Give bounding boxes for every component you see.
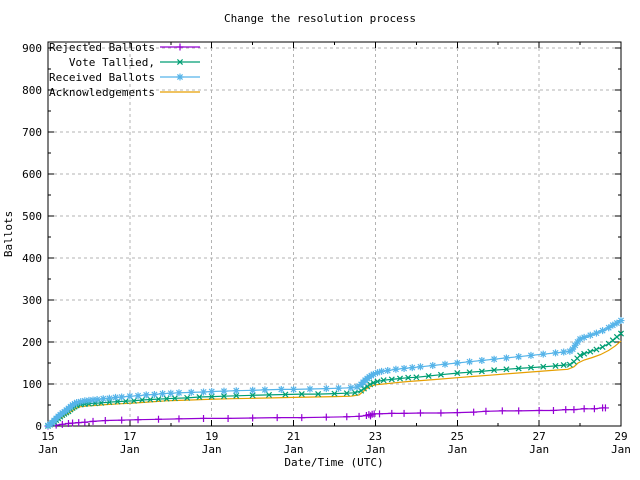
- x-tick-month-label: Jan: [529, 443, 549, 456]
- legend-sample-marker: [176, 73, 184, 81]
- plot-border: [47, 41, 622, 427]
- axis-ticks: [47, 42, 622, 427]
- series-markers-received-ballots: [44, 317, 625, 430]
- x-tick-day-label: 17: [123, 430, 136, 443]
- y-tick-label: 400: [22, 252, 42, 265]
- y-tick-label: 200: [22, 336, 42, 349]
- x-tick-month-label: Jan: [447, 443, 467, 456]
- x-tick-month-label: Jan: [38, 443, 58, 456]
- chart-title: Change the resolution process: [224, 12, 416, 25]
- series-acknowledgements: [47, 340, 622, 427]
- series-line-acknowledgements: [47, 340, 622, 427]
- legend-sample-marker: [176, 43, 184, 51]
- y-tick-label: 600: [22, 168, 42, 181]
- x-tick-month-label: Jan: [611, 443, 631, 456]
- legend-label: Vote Tallied,: [69, 56, 155, 69]
- legend-label: Acknowledgements: [49, 86, 155, 99]
- legend: Rejected Ballots Vote Tallied, Received Ba…: [49, 41, 200, 99]
- legend-label: Received Ballots: [49, 71, 155, 84]
- series-vote-tallied: [44, 330, 625, 430]
- x-axis-label: Date/Time (UTC): [284, 456, 383, 469]
- y-axis-label: Ballots: [2, 211, 15, 257]
- x-tick-day-label: 29: [614, 430, 627, 443]
- x-tick-month-label: Jan: [202, 443, 222, 456]
- series-line-vote-tallied: [47, 333, 622, 427]
- legend-label: Rejected Ballots: [49, 41, 155, 54]
- y-tick-label: 0: [35, 420, 42, 433]
- y-tick-label: 100: [22, 378, 42, 391]
- y-tick-label: 700: [22, 126, 42, 139]
- x-tick-day-label: 21: [287, 430, 300, 443]
- x-tick-month-label: Jan: [120, 443, 140, 456]
- y-tick-label: 500: [22, 210, 42, 223]
- grid: [48, 42, 621, 426]
- y-tick-label: 300: [22, 294, 42, 307]
- x-tick-day-label: 27: [533, 430, 546, 443]
- x-tick-day-label: 25: [451, 430, 464, 443]
- legend-sample-marker: [176, 58, 184, 66]
- tick-labels: 010020030040050060070080090015Jan17Jan19…: [22, 42, 631, 456]
- y-tick-label: 800: [22, 84, 42, 97]
- x-tick-month-label: Jan: [284, 443, 304, 456]
- x-tick-day-label: 23: [369, 430, 382, 443]
- series-markers-vote-tallied: [44, 330, 625, 430]
- series-line-received-ballots: [47, 319, 622, 427]
- x-tick-day-label: 19: [205, 430, 218, 443]
- series-received-ballots: [44, 317, 625, 430]
- x-tick-month-label: Jan: [365, 443, 385, 456]
- x-tick-day-label: 15: [41, 430, 54, 443]
- y-tick-label: 900: [22, 42, 42, 55]
